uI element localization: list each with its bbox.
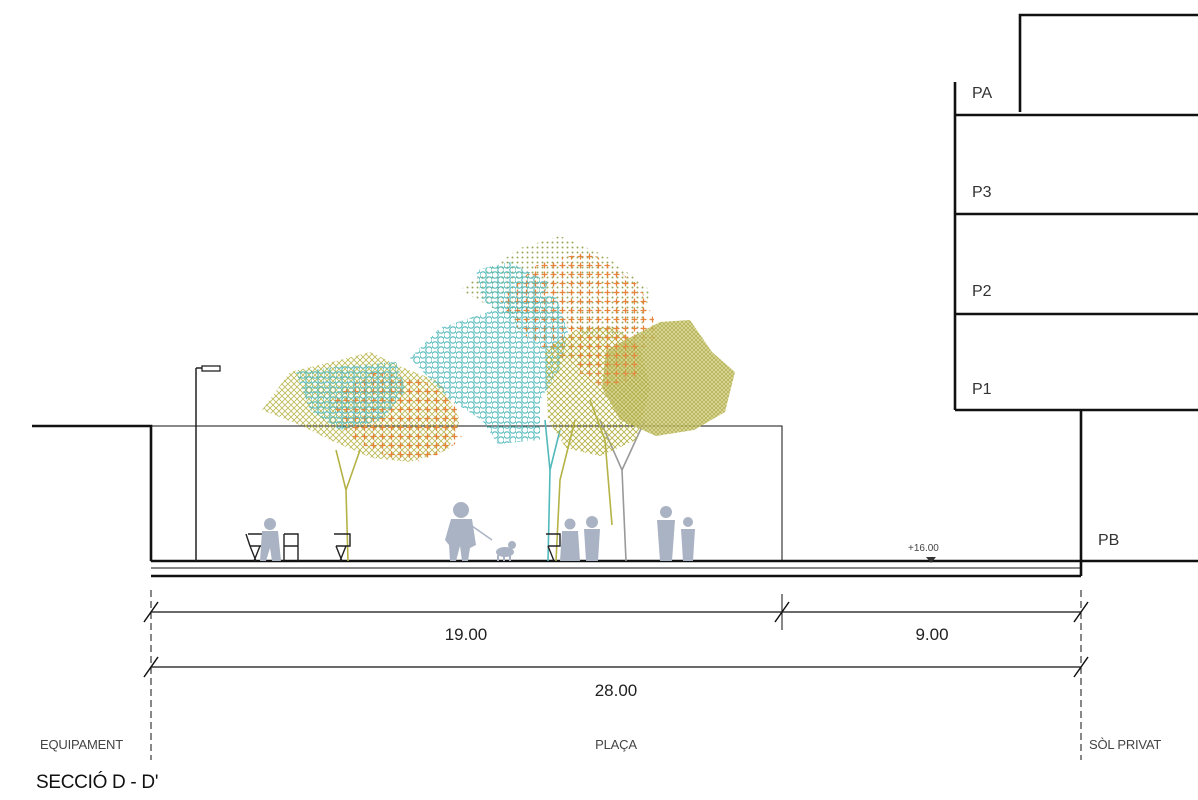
dimension-28: 28.00: [595, 681, 638, 700]
level-mark-label: +16.00: [908, 543, 939, 554]
floor-label-p3: P3: [972, 184, 992, 201]
section-title: SECCIÓ D - D': [36, 771, 158, 793]
dimension-lines: [143, 590, 1089, 760]
floor-labels: PA P3 P2 P1 PB: [972, 85, 1119, 549]
building-top-volume: [1018, 13, 1198, 112]
person-walking-dog: [445, 502, 516, 561]
bench-4: [546, 533, 561, 562]
floor-label-p1: P1: [972, 381, 992, 398]
floor-label-pb: PB: [1098, 532, 1119, 549]
street-lamp: [195, 365, 221, 561]
benches: [245, 533, 561, 562]
floor-label-p2: P2: [972, 283, 992, 300]
people: [260, 502, 695, 561]
canopy-left-teal: [296, 362, 406, 430]
left-terrain-edge: [32, 424, 153, 561]
zone-label-sol-privat: SÒL PRIVAT: [1089, 737, 1161, 752]
plaza-section: [32, 424, 1081, 578]
canopy-center-teal: [410, 296, 568, 444]
person-group-2: [657, 506, 695, 561]
person-group-1: [560, 516, 600, 561]
bench-2: [283, 533, 299, 561]
canopy-right-orange: [574, 326, 640, 388]
trees: [262, 236, 735, 562]
zone-label-equipament: EQUIPAMENT: [40, 737, 123, 752]
floor-label-pa: PA: [972, 85, 992, 102]
building: [953, 13, 1198, 576]
dimension-9: 9.00: [915, 625, 948, 644]
bench-3: [334, 533, 351, 562]
dimension-19: 19.00: [445, 625, 488, 644]
person-seated-1: [260, 518, 281, 561]
level-mark: +16.00: [908, 543, 939, 563]
zone-label-placa: PLAÇA: [595, 737, 637, 752]
canopy-center-teal-2: [476, 262, 548, 318]
